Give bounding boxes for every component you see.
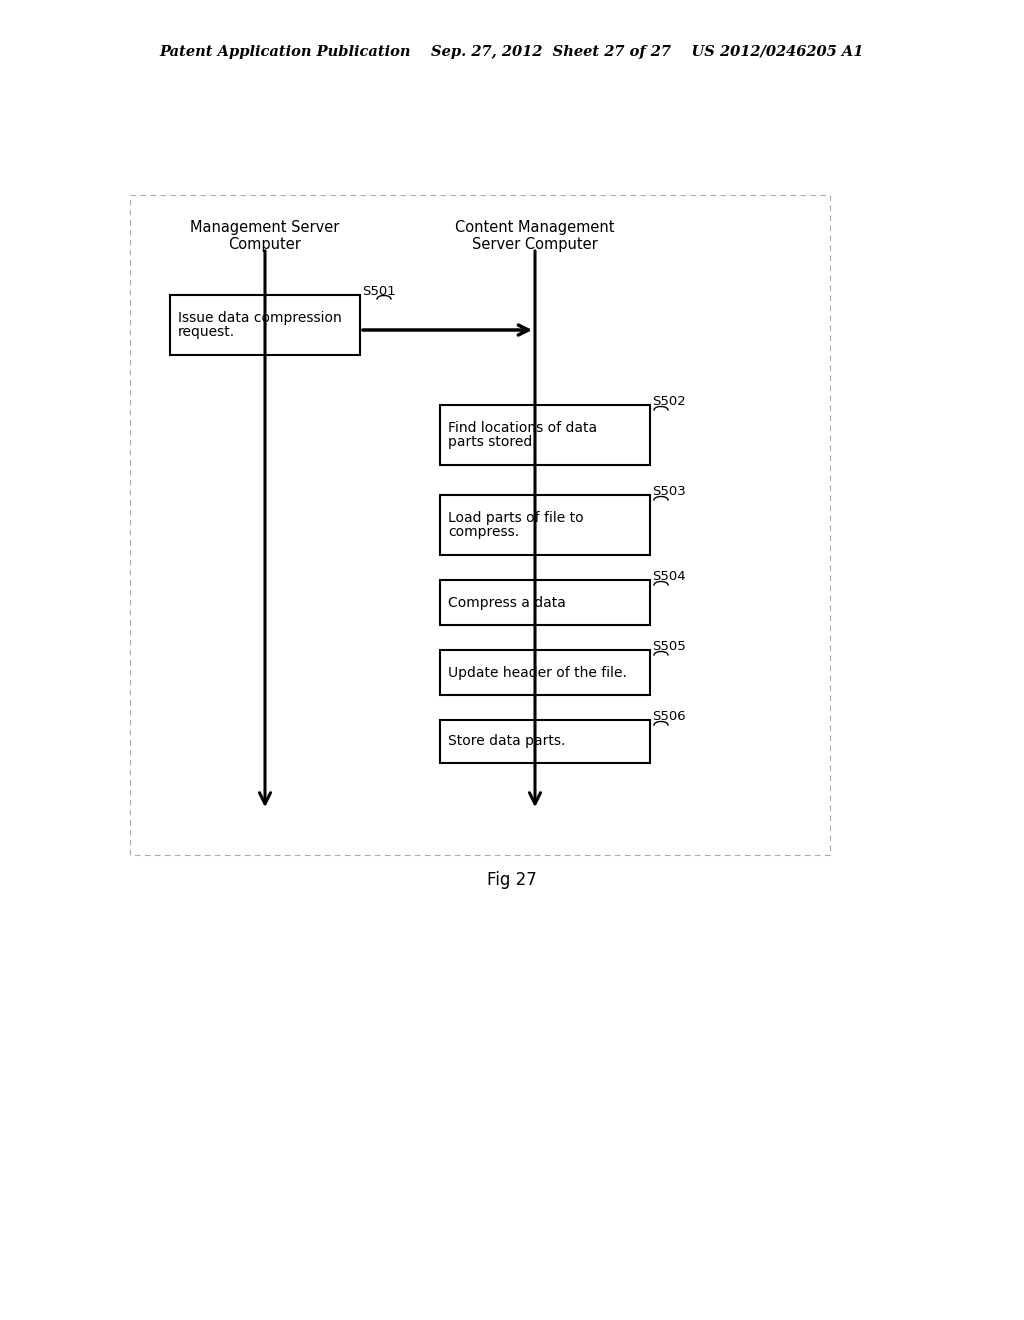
Text: S506: S506 (652, 710, 686, 723)
Text: request.: request. (178, 325, 236, 339)
Text: Computer: Computer (228, 238, 301, 252)
Text: S504: S504 (652, 570, 686, 583)
Text: Management Server: Management Server (190, 220, 340, 235)
Bar (130, 195, 830, 855)
Text: S503: S503 (652, 484, 686, 498)
Text: Find locations of data: Find locations of data (449, 421, 597, 436)
Text: Update header of the file.: Update header of the file. (449, 665, 627, 680)
Text: Patent Application Publication    Sep. 27, 2012  Sheet 27 of 27    US 2012/02462: Patent Application Publication Sep. 27, … (160, 45, 864, 59)
Bar (440, 405, 650, 465)
Bar (440, 495, 650, 554)
Text: S501: S501 (362, 285, 395, 298)
Text: Issue data compression: Issue data compression (178, 312, 342, 325)
Bar (170, 294, 360, 355)
Text: compress.: compress. (449, 525, 519, 539)
Text: Store data parts.: Store data parts. (449, 734, 565, 748)
Text: S505: S505 (652, 640, 686, 653)
Text: Load parts of file to: Load parts of file to (449, 511, 584, 525)
Text: Fig 27: Fig 27 (487, 871, 537, 888)
Bar (440, 579, 650, 624)
Bar (440, 719, 650, 763)
Text: Compress a data: Compress a data (449, 595, 566, 610)
Text: S502: S502 (652, 395, 686, 408)
Text: Server Computer: Server Computer (472, 238, 598, 252)
Bar (440, 649, 650, 696)
Text: parts stored.: parts stored. (449, 436, 537, 449)
Text: Content Management: Content Management (456, 220, 614, 235)
